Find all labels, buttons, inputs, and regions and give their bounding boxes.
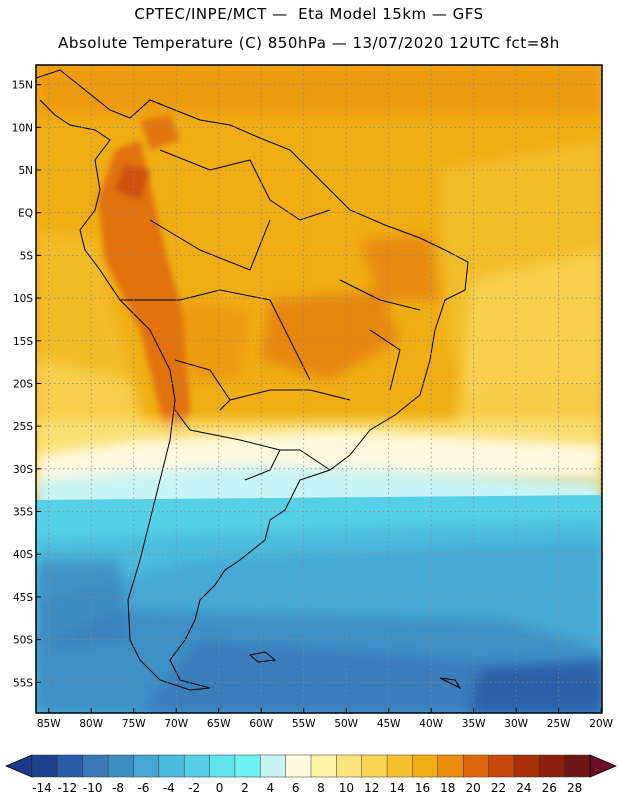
lat-label: 45S	[13, 592, 33, 604]
colorbar-tick-label: -8	[112, 781, 124, 795]
colorbar-tick-label: 20	[466, 781, 481, 795]
colorbar-tick-label: 12	[364, 781, 379, 795]
graticule	[36, 65, 602, 713]
temperature-field	[36, 65, 602, 713]
lat-label: 20S	[13, 378, 33, 390]
colorbar-swatch	[82, 754, 109, 778]
lat-label: 50S	[13, 635, 33, 647]
colorbar-swatch	[107, 754, 135, 778]
colorbar-tick-label: 18	[440, 781, 455, 795]
lon-label: 60W	[249, 718, 273, 730]
colorbar-swatch	[209, 754, 236, 778]
colorbar-tick-label: 24	[516, 781, 531, 795]
colorbar-swatch	[57, 754, 84, 778]
lat-label: 40S	[13, 549, 33, 561]
lat-label: 15N	[12, 80, 33, 92]
colorbar-swatch	[564, 754, 591, 778]
lon-label: 40W	[419, 718, 443, 730]
colorbar-over-arrow	[589, 754, 618, 778]
lat-label: 25S	[13, 421, 33, 433]
colorbar-under-arrow	[4, 754, 33, 778]
colorbar-tick-label: -12	[58, 781, 78, 795]
colorbar-tick-label: -4	[163, 781, 175, 795]
colorbar-tick-label: -2	[188, 781, 200, 795]
colorbar-swatch	[133, 754, 160, 778]
colorbar-tick-label: 10	[339, 781, 354, 795]
lat-label: 55S	[13, 677, 33, 689]
map-frame	[35, 64, 603, 714]
lat-label: 15S	[13, 336, 33, 348]
colorbar-tick-label: 22	[491, 781, 506, 795]
colorbar-tick-label: -6	[137, 781, 149, 795]
lat-label: 10S	[13, 293, 33, 305]
coastlines-and-borders	[36, 69, 469, 691]
colorbar-swatch	[158, 754, 185, 778]
colorbar-swatch	[260, 754, 287, 778]
colorbar-tick-label: 6	[292, 781, 300, 795]
colorbar-tick-label: -10	[83, 781, 103, 795]
lat-label: 35S	[13, 507, 33, 519]
colorbar-swatch	[361, 754, 388, 778]
lon-label: 35W	[462, 718, 486, 730]
colorbar-tick-label: 16	[415, 781, 430, 795]
lon-label: 30W	[504, 718, 528, 730]
colorbar-labels: -14 -12 -10 -8 -6 -4 -2 0 2 4 6 8 10 12 14 16 18 20 22 24 26…	[32, 781, 582, 795]
colorbar-swatch	[183, 754, 211, 778]
lon-label: 85W	[37, 718, 61, 730]
lon-label: 75W	[122, 718, 146, 730]
lat-label: 30S	[13, 464, 33, 476]
colorbar-swatch	[437, 754, 464, 778]
colorbar-swatch	[539, 754, 566, 778]
colorbar-tick-label: 14	[389, 781, 404, 795]
title-line-1: CPTEC/INPE/MCT — Eta Model 15km — GFS	[134, 5, 484, 23]
lon-label: 50W	[334, 718, 358, 730]
colorbar-swatch	[310, 754, 337, 778]
colorbar-tick-label: 2	[241, 781, 249, 795]
colorbar-swatch	[234, 754, 261, 778]
lon-label: 20W	[589, 718, 613, 730]
lon-label: 25W	[547, 718, 571, 730]
lat-label: 10N	[12, 122, 33, 134]
lat-label: 5S	[20, 250, 34, 262]
lat-label: 5N	[18, 165, 33, 177]
colorbar-swatch	[336, 754, 363, 778]
colorbar-swatch	[31, 754, 58, 778]
lon-label: 65W	[207, 718, 231, 730]
latitude-labels: 15N 10N 5N EQ 5S 10S 15S 20S 25S 30S 35S 40S 45S 50S 5…	[12, 80, 34, 690]
longitude-labels: 85W 80W 75W 70W 65W 60W 55W 50W 45W 40W 35W 30W 25W 2…	[37, 718, 614, 730]
lon-label: 45W	[377, 718, 401, 730]
lat-label: EQ	[18, 208, 33, 220]
colorbar-tick-label: -14	[32, 781, 52, 795]
colorbar	[4, 754, 618, 778]
colorbar-tick-label: 8	[317, 781, 325, 795]
colorbar-tick-label: 0	[216, 781, 224, 795]
colorbar-swatch	[488, 754, 515, 778]
colorbar-swatch	[462, 754, 490, 778]
colorbar-swatch	[412, 754, 439, 778]
lon-label: 80W	[79, 718, 103, 730]
lon-label: 55W	[292, 718, 316, 730]
colorbar-tick-label: 4	[266, 781, 274, 795]
title-line-2: Absolute Temperature (C) 850hPa — 13/07/…	[58, 34, 560, 52]
colorbar-tick-label: 26	[542, 781, 557, 795]
colorbar-tick-label: 28	[567, 781, 582, 795]
colorbar-swatch	[513, 754, 540, 778]
lon-label: 70W	[164, 718, 188, 730]
colorbar-swatch	[386, 754, 414, 778]
colorbar-swatch	[285, 754, 312, 778]
